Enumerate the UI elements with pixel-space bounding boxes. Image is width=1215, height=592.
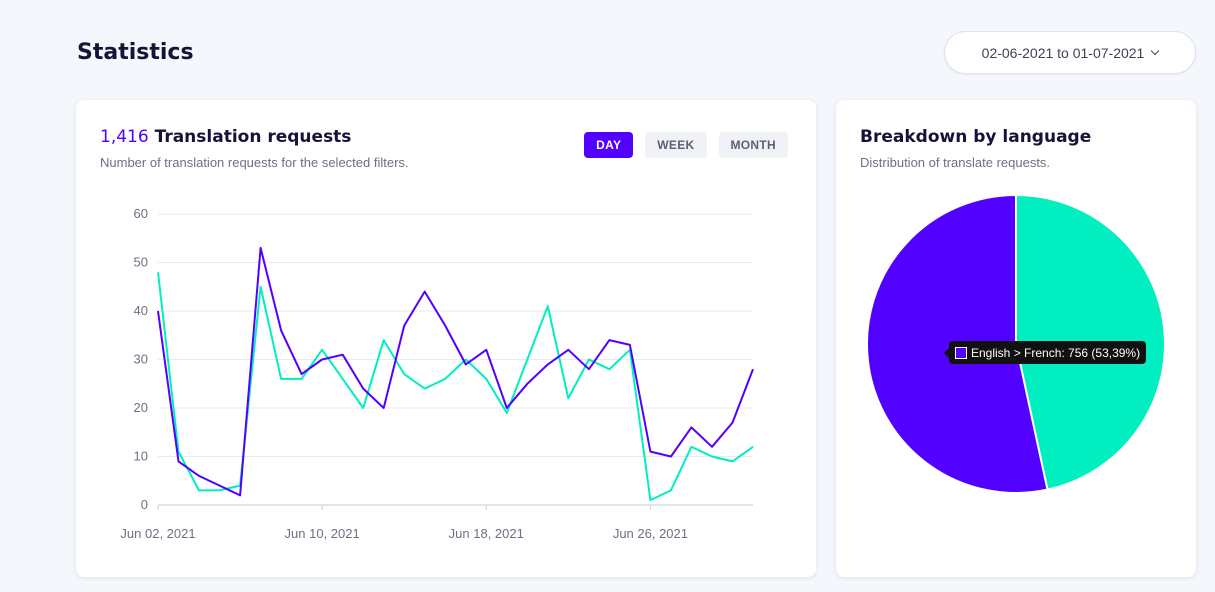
card-title: Breakdown by language [860, 127, 1092, 147]
tab-month[interactable]: MONTH [718, 132, 788, 158]
card-title: 1,416 Translation requests [100, 127, 409, 147]
date-range-label: 02-06-2021 to 01-07-2021 [981, 44, 1145, 61]
line-chart: 0 10 20 30 40 50 60 Jun 02, 2021 Jun 10, 2021 Jun… [120, 206, 754, 541]
tab-day[interactable]: DAY [584, 132, 634, 158]
request-count: 1,416 [100, 127, 149, 147]
y-tick-label: 40 [134, 303, 148, 318]
y-tick-label: 60 [134, 206, 148, 221]
card-subtitle: Number of translation requests for the s… [100, 155, 409, 170]
x-tick-label: Jun 26, 2021 [613, 526, 688, 541]
x-tick-label: Jun 02, 2021 [120, 526, 195, 541]
date-range-picker[interactable]: 02-06-2021 to 01-07-2021 [944, 31, 1196, 74]
page-title: Statistics [77, 40, 194, 65]
pie-chart [866, 193, 1166, 494]
card-subtitle: Distribution of translate requests. [860, 155, 1051, 170]
tooltip-swatch [955, 346, 967, 359]
y-tick-label: 0 [141, 497, 148, 512]
chevron-down-icon [1151, 46, 1160, 55]
card-title-text: Translation requests [154, 127, 352, 147]
card-header: 1,416 Translation requests Number of tra… [100, 127, 409, 170]
y-tick-label: 10 [134, 449, 148, 464]
tab-week[interactable]: WEEK [645, 132, 707, 158]
series-line [157, 246, 754, 497]
tooltip-text: English > French: 756 (53,39%) [971, 345, 1141, 360]
y-tick-label: 30 [134, 352, 148, 367]
card-header: Breakdown by language Distribution of tr… [860, 127, 1091, 170]
translation-requests-card: 1,416 Translation requests Number of tra… [76, 100, 816, 577]
x-tick-label: Jun 10, 2021 [285, 526, 360, 541]
pie-tooltip: English > French: 756 (53,39%) [943, 341, 1147, 364]
y-tick-label: 50 [134, 255, 148, 270]
series-line [157, 272, 754, 502]
y-tick-label: 20 [134, 400, 148, 415]
x-tick-label: Jun 18, 2021 [449, 526, 524, 541]
language-breakdown-card: Breakdown by language Distribution of tr… [836, 100, 1196, 577]
period-tabs: DAY WEEK MONTH [584, 132, 788, 158]
